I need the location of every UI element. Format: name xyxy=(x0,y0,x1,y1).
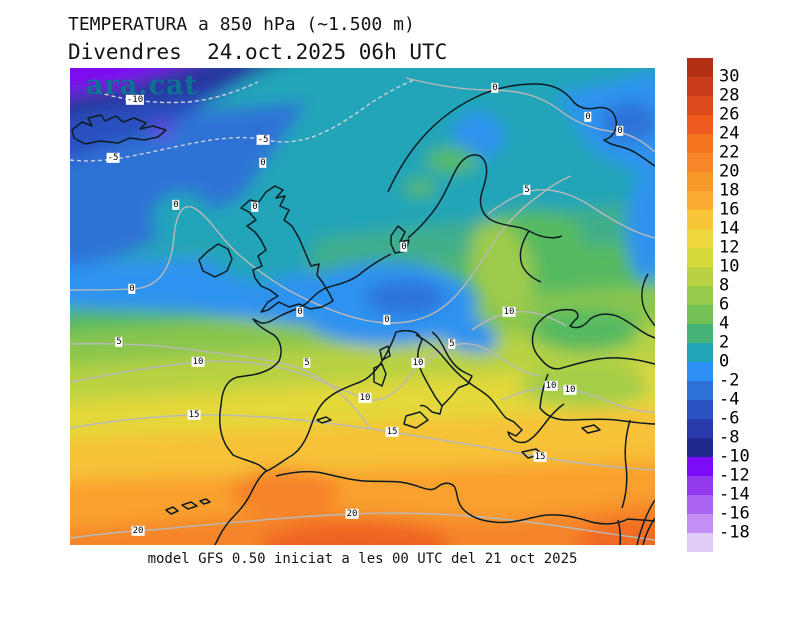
contour-label: 10 xyxy=(358,392,372,404)
contour-label: 5 xyxy=(448,338,456,350)
contour-label: -5 xyxy=(106,152,120,164)
contour-label: 0 xyxy=(400,241,408,253)
colorbar-tick-label: 24 xyxy=(719,123,740,144)
colorbar-cell xyxy=(687,267,713,286)
colorbar-tick-label: 10 xyxy=(719,256,740,277)
colorbar-cell xyxy=(687,457,713,476)
contour-label: 5 xyxy=(303,357,311,369)
colorbar-tick-label: 28 xyxy=(719,85,740,106)
colorbar-cell xyxy=(687,362,713,381)
temperature-map: -10 -5 -5 0 0 0 0 0 0 0 0 0 0 5 5 5 5 10 10 10 10 10 10 15 15 15 2… xyxy=(70,68,655,545)
colorbar-cell xyxy=(687,58,713,77)
colorbar-tick-label: 30 xyxy=(719,66,740,87)
contour-label: 10 xyxy=(191,356,205,368)
watermark: ara.cat xyxy=(86,70,199,101)
contour-label: 0 xyxy=(172,199,180,211)
colorbar-tick-label: 14 xyxy=(719,218,740,239)
contour-label: 0 xyxy=(296,306,304,318)
contour-label: 15 xyxy=(533,451,547,463)
colorbar-tick-label: -4 xyxy=(719,389,740,410)
map-valid-time: Divendres 24.oct.2025 06h UTC xyxy=(68,40,448,64)
contour-labels: -10 -5 -5 0 0 0 0 0 0 0 0 0 0 5 5 5 5 10 10 10 10 10 10 15 15 15 2… xyxy=(70,68,655,545)
colorbar-tick-label: -10 xyxy=(719,446,750,467)
colorbar-cell xyxy=(687,96,713,115)
contour-label: 10 xyxy=(411,357,425,369)
colorbar-cell xyxy=(687,210,713,229)
colorbar-tick-label: 16 xyxy=(719,199,740,220)
colorbar-cell xyxy=(687,172,713,191)
contour-label: 10 xyxy=(502,306,516,318)
colorbar-cell xyxy=(687,115,713,134)
colorbar-tick-label: 0 xyxy=(719,351,730,372)
map-title: TEMPERATURA a 850 hPa (~1.500 m) xyxy=(68,14,415,35)
colorbar-cell xyxy=(687,134,713,153)
colorbar-cells xyxy=(687,58,713,552)
colorbar-tick-label: 26 xyxy=(719,104,740,125)
colorbar-tick-label: -6 xyxy=(719,408,740,429)
contour-label: -10 xyxy=(125,94,145,106)
colorbar-cell xyxy=(687,77,713,96)
colorbar-cell xyxy=(687,324,713,343)
contour-label: 0 xyxy=(491,82,499,94)
contour-label: 0 xyxy=(128,283,136,295)
colorbar-tick-label: 18 xyxy=(719,180,740,201)
contour-label: 5 xyxy=(115,336,123,348)
colorbar-tick-label: -8 xyxy=(719,427,740,448)
colorbar-tick-label: 12 xyxy=(719,237,740,258)
colorbar-tick-label: 2 xyxy=(719,332,730,353)
colorbar-cell xyxy=(687,533,713,552)
contour-label: 5 xyxy=(523,184,531,196)
colorbar-cell xyxy=(687,286,713,305)
contour-label: 20 xyxy=(131,525,145,537)
colorbar-cell xyxy=(687,229,713,248)
colorbar-tick-label: -14 xyxy=(719,484,750,505)
colorbar-tick-label: 8 xyxy=(719,275,730,296)
colorbar-cell xyxy=(687,400,713,419)
colorbar-cell xyxy=(687,476,713,495)
colorbar-tick-label: -12 xyxy=(719,465,750,486)
colorbar-cell xyxy=(687,153,713,172)
colorbar-tick-label: 4 xyxy=(719,313,730,334)
colorbar-cell xyxy=(687,248,713,267)
colorbar-cell xyxy=(687,191,713,210)
colorbar-tick-label: 6 xyxy=(719,294,730,315)
coastlines xyxy=(71,83,655,545)
contour-label: 0 xyxy=(584,111,592,123)
colorbar-cell xyxy=(687,495,713,514)
contour-label: 15 xyxy=(187,409,201,421)
contour-label: 0 xyxy=(259,157,267,169)
colorbar-tick-label: 22 xyxy=(719,142,740,163)
contour-label: 20 xyxy=(345,508,359,520)
contour-label: 0 xyxy=(616,125,624,137)
colorbar-cell xyxy=(687,438,713,457)
colorbar-cell xyxy=(687,514,713,533)
contour-label: 15 xyxy=(385,426,399,438)
contour-label: 0 xyxy=(251,201,259,213)
contour-label: 10 xyxy=(563,384,577,396)
colorbar-tick-label: -2 xyxy=(719,370,740,391)
colorbar-cell xyxy=(687,381,713,400)
contour-label: 10 xyxy=(544,380,558,392)
colorbar-cell xyxy=(687,419,713,438)
contour-label: 0 xyxy=(383,314,391,326)
colorbar-tick-label: -16 xyxy=(719,503,750,524)
colorbar-tick-label: -18 xyxy=(719,522,750,543)
model-run-caption: model GFS 0.50 iniciat a les 00 UTC del … xyxy=(147,551,578,567)
colorbar-tick-label: 20 xyxy=(719,161,740,182)
contour-label: -5 xyxy=(256,134,270,146)
colorbar-cell xyxy=(687,305,713,324)
colorbar-cell xyxy=(687,343,713,362)
